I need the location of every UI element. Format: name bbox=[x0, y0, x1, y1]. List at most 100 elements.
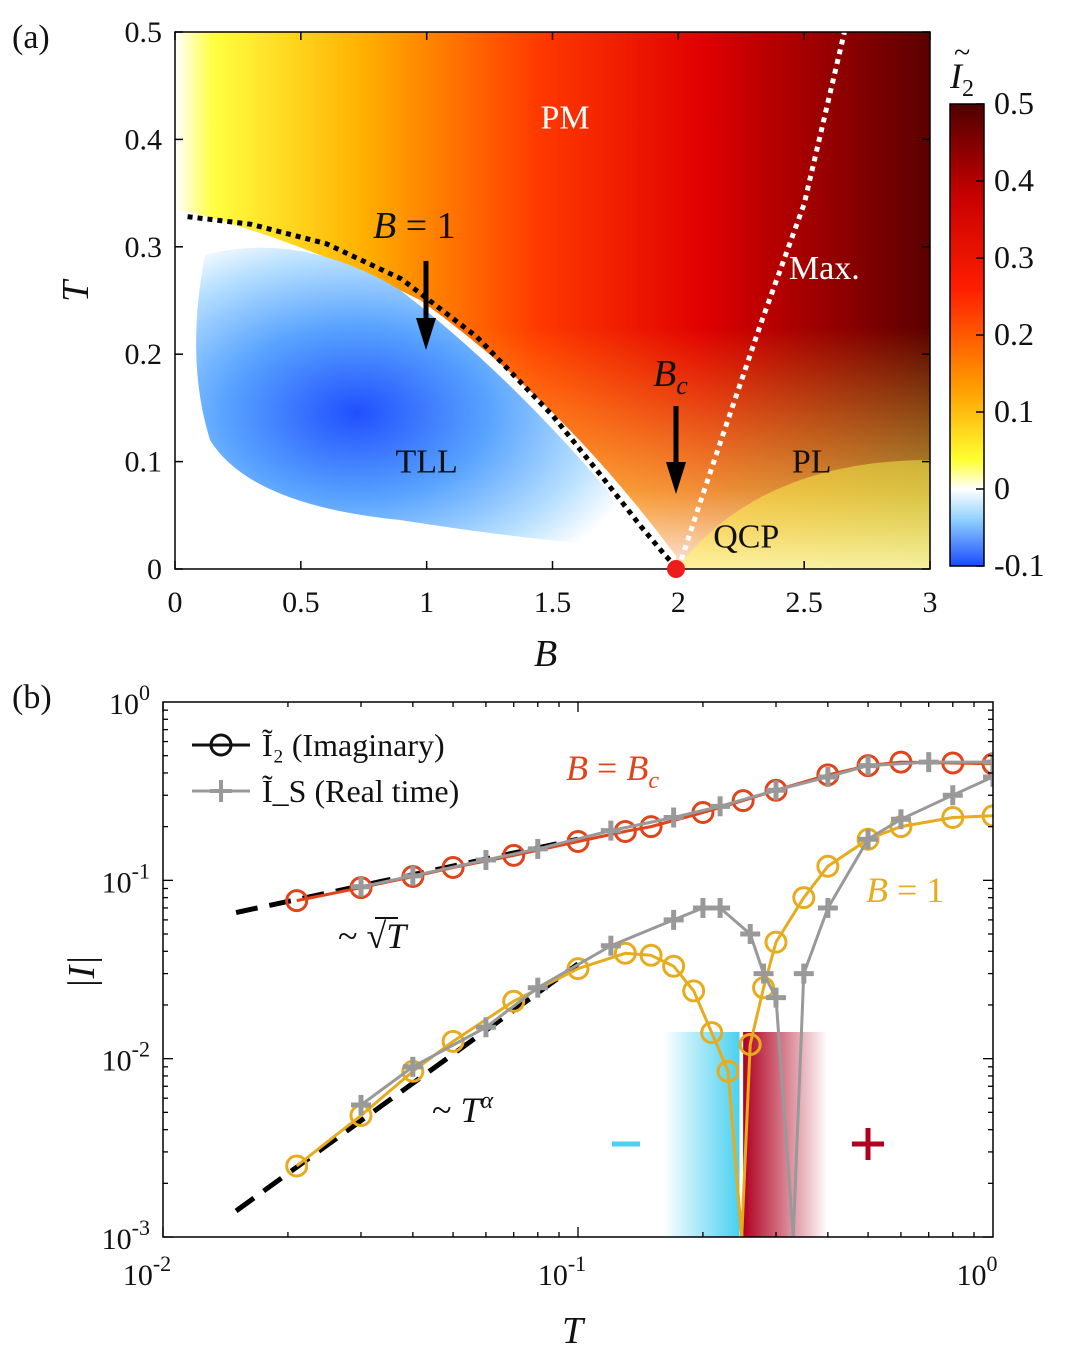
data-point-plus bbox=[753, 963, 774, 984]
plus-sign bbox=[852, 1128, 884, 1160]
data-point-plus bbox=[527, 838, 548, 859]
x-axis-label-a: B bbox=[534, 633, 557, 675]
fit-label-sqrt: ~ √T bbox=[338, 916, 409, 956]
data-point-plus bbox=[710, 897, 731, 918]
y-tick-label: 10-1 bbox=[102, 858, 150, 899]
region-label: Max. bbox=[789, 250, 860, 287]
panel-a-ticks: 0 0.5 1 1.5 2 2.5 3 0 0.1 0.2 0.3 0.4 0.5 bbox=[125, 16, 938, 619]
x-tick-label: 2 bbox=[671, 586, 686, 619]
data-point-plus bbox=[817, 897, 838, 918]
tll-blue-region bbox=[196, 247, 655, 548]
data-point-plus bbox=[766, 780, 787, 801]
data-point-circle bbox=[716, 1059, 740, 1083]
data-point-plus bbox=[600, 820, 621, 841]
data-point-plus bbox=[663, 807, 684, 828]
colorbar-title-tilde: ~ bbox=[954, 36, 970, 69]
data-point-circle bbox=[441, 856, 465, 880]
data-point-circle bbox=[285, 1154, 309, 1178]
panel-b-label: (b) bbox=[12, 679, 52, 716]
legend-marker-plus bbox=[210, 780, 232, 802]
colorbar-tick-label: 0.2 bbox=[994, 316, 1034, 352]
data-point-circle bbox=[682, 979, 706, 1003]
data-point-plus bbox=[918, 752, 939, 773]
data-point-plus bbox=[793, 963, 814, 984]
data-point-circle bbox=[941, 806, 965, 830]
y-axis-label-a: T bbox=[55, 278, 97, 302]
data-point-circle bbox=[764, 930, 788, 954]
x-tick-label: 100 bbox=[957, 1251, 998, 1292]
arrow-b1: B = 1 bbox=[373, 205, 456, 350]
x-tick-label: 10-2 bbox=[123, 1251, 171, 1292]
data-point-plus bbox=[766, 987, 787, 1008]
data-point-plus bbox=[858, 755, 879, 776]
data-point-plus bbox=[475, 850, 496, 871]
data-point-plus bbox=[692, 897, 713, 918]
panel-a-label: (a) bbox=[12, 19, 50, 56]
data-point-plus bbox=[817, 766, 838, 787]
data-point-circle bbox=[816, 854, 840, 878]
data-point-circle bbox=[502, 989, 526, 1013]
data-point-circle bbox=[639, 943, 663, 967]
y-axis-label-b: |I| bbox=[61, 955, 103, 989]
x-axis-label-b: T bbox=[562, 1310, 586, 1352]
fit-label-power: ~ Tα bbox=[432, 1088, 494, 1130]
data-point-circle bbox=[792, 886, 816, 910]
x-tick-label: 0.5 bbox=[282, 586, 320, 619]
data-point-plus bbox=[890, 809, 911, 830]
y-tick-label: 0.4 bbox=[125, 123, 163, 156]
x-tick-label: 2.5 bbox=[785, 586, 823, 619]
legend: Ĩ₂ (Imaginary) Ĩ_S (Real time) bbox=[192, 727, 459, 809]
series-line bbox=[295, 814, 993, 1237]
y-tick-label: 100 bbox=[109, 680, 150, 721]
data-point-plus bbox=[858, 829, 879, 850]
data-point-plus bbox=[942, 785, 963, 806]
legend-marker-circle bbox=[209, 733, 233, 757]
panel-a: (a) 0 0.5 1 1.5 2 2.5 3 0 0.1 0.2 0.3 0.4 0.5 PM TLL M… bbox=[12, 16, 1045, 675]
data-point-plus bbox=[740, 924, 761, 945]
data-point-plus bbox=[983, 752, 993, 773]
plot-area-b bbox=[234, 750, 993, 1237]
x-tick-label: 0 bbox=[168, 586, 183, 619]
legend-real-time: Ĩ_S (Real time) bbox=[262, 773, 459, 809]
heatmap bbox=[175, 32, 930, 569]
data-point-plus bbox=[600, 935, 621, 956]
tll-boundary-line bbox=[187, 214, 681, 569]
x-tick-label: 3 bbox=[923, 586, 938, 619]
data-point-circle bbox=[441, 1029, 465, 1053]
data-point-circle bbox=[700, 1021, 724, 1045]
y-tick-label: 0.2 bbox=[125, 338, 163, 371]
y-tick-label: 0 bbox=[147, 553, 162, 586]
data-point-circle bbox=[981, 804, 993, 828]
y-tick-label: 0.3 bbox=[125, 231, 163, 264]
y-tick-label: 10-3 bbox=[102, 1215, 150, 1256]
colorbar-tick-label: 0.1 bbox=[994, 393, 1034, 429]
colorbar-tick-label: 0.3 bbox=[994, 239, 1034, 275]
fit-line bbox=[234, 961, 580, 1213]
data-point-plus bbox=[351, 1094, 372, 1115]
data-point-circle bbox=[731, 789, 755, 813]
data-point-circle bbox=[738, 1033, 762, 1057]
x-tick-label: 1.5 bbox=[534, 586, 572, 619]
series-group bbox=[285, 750, 993, 1237]
annotation-b-equals-bc: B = Bc bbox=[566, 748, 659, 794]
colorbar-ticks: -0.1 0 0.1 0.2 0.3 0.4 0.5 bbox=[976, 85, 1045, 583]
region-label: QCP bbox=[713, 519, 779, 556]
region-labels: PM TLL Max. PL QCP bbox=[396, 100, 860, 556]
y-tick-label: 10-2 bbox=[102, 1037, 150, 1078]
data-point-plus bbox=[402, 1056, 423, 1077]
legend-imaginary: Ĩ₂ (Imaginary) bbox=[262, 727, 445, 763]
colorbar-tick-label: 0.4 bbox=[994, 162, 1034, 198]
data-point-plus bbox=[527, 977, 548, 998]
annotation-b-equals-1: B = 1 bbox=[373, 205, 456, 247]
data-point-plus bbox=[351, 876, 372, 897]
region-label: PM bbox=[541, 100, 590, 137]
data-point-circle bbox=[566, 957, 590, 981]
colorbar-tick-label: 0.5 bbox=[994, 85, 1034, 121]
data-point-circle bbox=[662, 954, 686, 978]
colorbar-tick-label: 0 bbox=[994, 470, 1010, 506]
data-point-circle bbox=[613, 941, 637, 965]
region-label: PL bbox=[792, 443, 832, 480]
series-line bbox=[360, 760, 993, 889]
